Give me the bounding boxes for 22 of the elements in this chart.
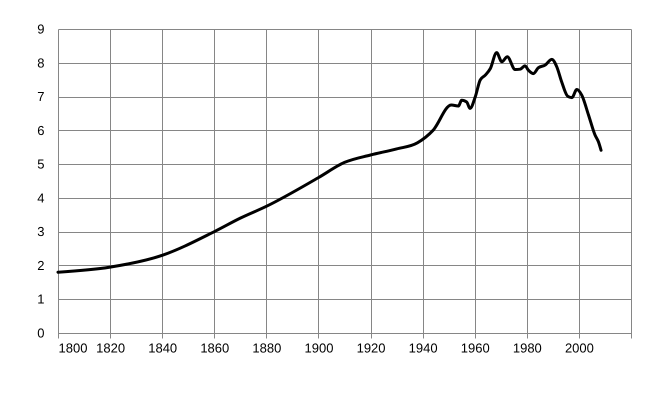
- x-tick-label: 1820: [96, 340, 126, 356]
- x-tick-label: 1920: [356, 340, 386, 356]
- y-tick-label: 5: [37, 156, 44, 172]
- x-tick-label: 1800: [58, 340, 88, 356]
- x-tick-label: 1880: [252, 340, 282, 356]
- x-tick-label: 1980: [512, 340, 542, 356]
- x-tick-label: 2000: [564, 340, 594, 356]
- x-tick-label: 1900: [304, 340, 334, 356]
- y-tick-label: 4: [37, 190, 44, 206]
- y-tick-label: 6: [37, 122, 44, 138]
- y-tick-label: 1: [37, 292, 44, 307]
- x-tick-label: 1960: [460, 340, 490, 356]
- x-tick-label: 1840: [148, 340, 178, 356]
- x-tick-label: 1860: [200, 340, 230, 356]
- line-series: [56, 51, 603, 274]
- y-tick-label: 3: [37, 224, 44, 240]
- y-tick-label: 8: [37, 55, 44, 70]
- y-tick-label: 7: [37, 89, 44, 104]
- y-tick-label: 9: [37, 22, 44, 36]
- y-tick-label: 2: [37, 258, 44, 273]
- x-tick-label: 1940: [408, 340, 438, 356]
- y-tick-label: 0: [37, 326, 44, 340]
